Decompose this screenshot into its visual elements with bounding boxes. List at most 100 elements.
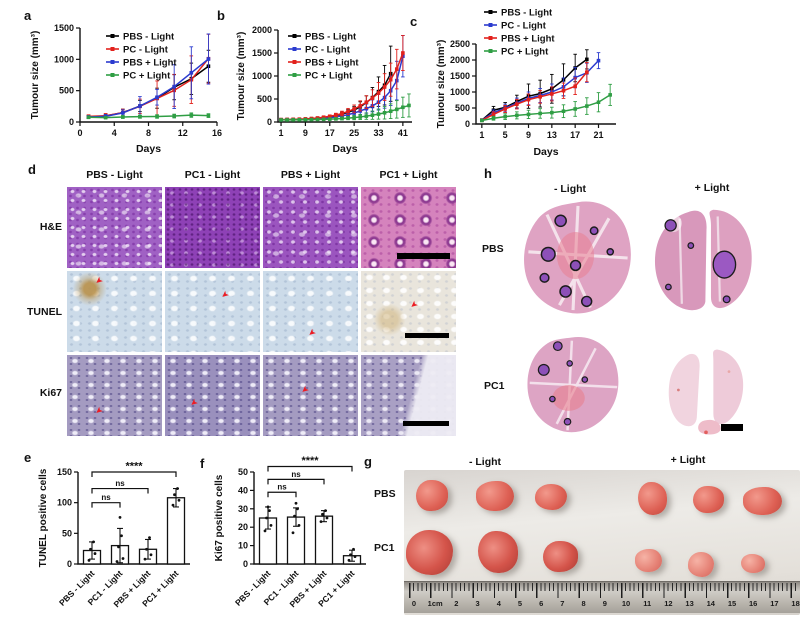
svg-text:50: 50 xyxy=(238,467,248,477)
tumour-specimen xyxy=(478,531,518,573)
h-col-header: + Light xyxy=(694,182,730,194)
svg-text:16: 16 xyxy=(212,128,222,138)
svg-text:1500: 1500 xyxy=(450,71,470,81)
panel-letter-a: a xyxy=(24,8,32,23)
d-col-header: PBS + Light xyxy=(280,169,341,181)
svg-text:8: 8 xyxy=(146,128,151,138)
ruler-number: 9 xyxy=(602,599,607,608)
svg-text:PC - Light: PC - Light xyxy=(501,21,547,32)
svg-text:1000: 1000 xyxy=(54,54,74,64)
svg-text:1: 1 xyxy=(479,130,484,140)
svg-text:PBS + Light: PBS + Light xyxy=(501,34,555,45)
svg-text:1000: 1000 xyxy=(252,71,272,81)
tumour-growth-chart-a: 0 500 1000 1500 0 4 8 12 16 Tumour size (mm³) Days… xyxy=(30,23,222,155)
ruler-number: 3 xyxy=(475,599,480,608)
tumour-specimen xyxy=(476,481,514,511)
series-PC + Light xyxy=(86,112,211,120)
svg-text:Tumour size (mm³): Tumour size (mm³) xyxy=(30,31,41,120)
lung-section-pbs-plus-light xyxy=(654,209,752,311)
ruler-number: 5 xyxy=(517,599,523,608)
tumour-specimen xyxy=(635,549,662,572)
svg-text:500: 500 xyxy=(59,86,74,96)
tumour-photo: 0 1cm 2 3 4 5 6 7 8 9 10 11 12 13 14 15 16 17 18 xyxy=(404,470,800,615)
d-row-header: Ki67 xyxy=(39,387,62,399)
svg-text:PC + Light: PC + Light xyxy=(305,71,353,82)
svg-text:****: **** xyxy=(301,455,319,467)
arrow-icon: ➤ xyxy=(407,298,421,312)
svg-text:1500: 1500 xyxy=(252,48,272,58)
svg-text:10: 10 xyxy=(238,541,248,551)
tumour-specimen xyxy=(535,484,567,510)
ki67-image-pc1-minus-light: ➤ xyxy=(165,355,260,436)
svg-text:2000: 2000 xyxy=(252,25,272,35)
svg-text:33: 33 xyxy=(373,128,383,138)
svg-text:25: 25 xyxy=(349,128,359,138)
arrow-icon: ➤ xyxy=(92,404,106,418)
tunel-image-pbs-plus-light: ➤ xyxy=(263,271,358,352)
tumour-specimen xyxy=(688,552,714,577)
he-image-pc1-minus-light xyxy=(165,187,260,268)
svg-text:2500: 2500 xyxy=(450,39,470,49)
ki67-image-pc1-plus-light xyxy=(361,355,456,436)
tumour-growth-chart-b: 0 500 1000 1500 2000 1 9 17 25 33 41 Tumour size (m… xyxy=(236,25,412,155)
svg-text:41: 41 xyxy=(398,128,408,138)
h-col-header: - Light xyxy=(553,183,587,195)
svg-text:0: 0 xyxy=(465,119,470,129)
ruler-number: 15 xyxy=(727,599,737,608)
svg-text:9: 9 xyxy=(526,130,531,140)
d-col-header: PC1 - Light xyxy=(184,169,241,181)
svg-text:0: 0 xyxy=(267,117,272,127)
panel-letter-d: d xyxy=(28,162,36,177)
svg-text:20: 20 xyxy=(238,522,248,532)
svg-text:PBS + Light: PBS + Light xyxy=(305,58,359,69)
g-col-header: - Light xyxy=(468,456,502,468)
d-row-header: TUNEL xyxy=(27,306,62,318)
svg-text:21: 21 xyxy=(593,130,603,140)
svg-text:0: 0 xyxy=(67,559,72,569)
tumour-specimen xyxy=(741,554,765,573)
svg-text:500: 500 xyxy=(257,94,272,104)
arrow-icon: ➤ xyxy=(92,274,106,288)
svg-text:13: 13 xyxy=(547,130,557,140)
svg-text:1000: 1000 xyxy=(450,87,470,97)
ruler-number: 2 xyxy=(454,599,459,608)
svg-text:ns: ns xyxy=(291,470,301,479)
ruler-number: 8 xyxy=(581,599,586,608)
svg-text:ns: ns xyxy=(277,483,287,492)
ruler-number: 10 xyxy=(621,599,631,608)
svg-text:5: 5 xyxy=(503,130,508,140)
ruler-number: 17 xyxy=(770,599,779,608)
arrow-icon: ➤ xyxy=(187,396,201,410)
svg-text:1500: 1500 xyxy=(54,23,74,33)
scale-bar xyxy=(397,253,450,259)
svg-text:0: 0 xyxy=(77,128,82,138)
svg-text:12: 12 xyxy=(178,128,188,138)
svg-text:Ki67 positive cells: Ki67 positive cells xyxy=(214,474,225,561)
tumour-specimen xyxy=(693,486,724,513)
d-row-header: H&E xyxy=(39,221,62,233)
svg-text:0: 0 xyxy=(69,117,74,127)
tumour-specimen xyxy=(416,480,448,511)
lung-section-pbs-minus-light xyxy=(524,201,631,314)
svg-text:Tumour size (mm³): Tumour size (mm³) xyxy=(236,32,247,121)
svg-text:50: 50 xyxy=(62,528,72,538)
ruler-number: 13 xyxy=(685,599,694,608)
svg-text:PC + Light: PC + Light xyxy=(501,47,549,58)
panel-letter-e: e xyxy=(24,450,32,465)
he-image-pbs-minus-light xyxy=(67,187,162,268)
svg-text:****: **** xyxy=(125,461,143,473)
g-col-header: + Light xyxy=(670,454,706,466)
svg-text:17: 17 xyxy=(325,128,335,138)
svg-text:2000: 2000 xyxy=(450,55,470,65)
ruler-number: 12 xyxy=(664,599,673,608)
svg-text:17: 17 xyxy=(570,130,580,140)
tunel-image-pc1-plus-light: ➤ xyxy=(361,271,456,352)
svg-text:9: 9 xyxy=(303,128,308,138)
svg-text:4: 4 xyxy=(112,128,117,138)
tumour-specimen xyxy=(743,487,782,515)
ruler-number: 4 xyxy=(496,599,501,608)
svg-text:ns: ns xyxy=(115,479,125,488)
